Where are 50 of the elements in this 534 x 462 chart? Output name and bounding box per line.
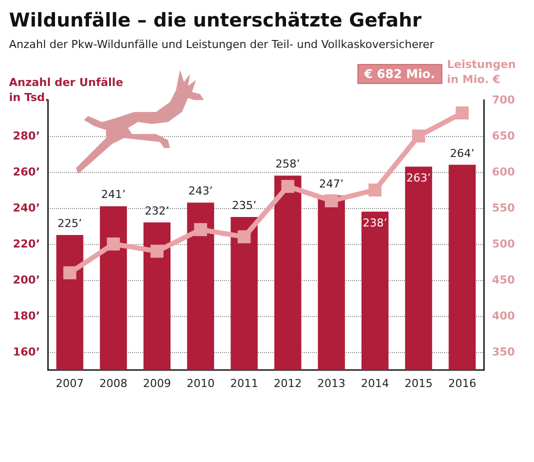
- data-label: 247’: [319, 177, 344, 190]
- y-tick-label: 160’: [12, 346, 40, 358]
- chart-subtitle: Anzahl der Pkw-Wildunfälle und Leistungen der Teil- und Vollkaskoversicherer: [9, 38, 435, 51]
- data-label: 238’: [362, 216, 388, 230]
- x-tick-label: 2010: [186, 377, 215, 390]
- data-label: 235’: [232, 199, 256, 212]
- y-tick-label: 240’: [12, 202, 40, 214]
- data-label: 243’: [188, 184, 213, 198]
- chart-title: Wildunfälle – die unterschätzte Gefahr: [9, 10, 422, 32]
- x-tick-label: 2015: [404, 377, 433, 390]
- y-tick-label: 280’: [12, 130, 40, 142]
- y2-tick-label: 500: [492, 238, 516, 250]
- point: [456, 106, 469, 120]
- x-tick-label: 2013: [317, 377, 346, 390]
- x-tick-label: 2007: [56, 377, 84, 390]
- x-tick-label: 2009: [143, 377, 171, 390]
- y2-tick-label: 700: [492, 94, 516, 106]
- y-tick-label: 200’: [12, 274, 40, 286]
- data-label: 258’: [276, 158, 300, 171]
- point: [63, 266, 76, 280]
- y2-tick-label: 350: [492, 346, 516, 358]
- point: [238, 230, 251, 244]
- y2-tick-label: 450: [492, 274, 516, 286]
- y-axis-title: Anzahl der Unfälle in Tsd.: [9, 76, 127, 104]
- x-tick-label: 2008: [99, 377, 128, 390]
- point: [150, 244, 164, 258]
- point: [106, 238, 120, 250]
- x-tick-label: 2012: [274, 377, 302, 390]
- x-tick-label: 2011: [230, 377, 258, 390]
- data-label: 264’: [450, 146, 474, 160]
- point: [194, 223, 208, 236]
- point: [281, 180, 294, 193]
- y2-tick-label: 400: [492, 310, 516, 322]
- text: € 682 Mio.: [363, 67, 436, 81]
- y2-tick-label: 600: [492, 166, 516, 178]
- y-tick-label: 260’: [12, 166, 40, 178]
- data-label: 241’: [101, 188, 126, 202]
- point: [412, 130, 426, 142]
- data-label: 225’: [58, 217, 82, 230]
- y2-axis-title: Leistungen in Mio. €: [447, 58, 520, 86]
- y2-tick-label: 550: [492, 202, 516, 214]
- x-tick-label: 2016: [448, 377, 476, 390]
- point: [324, 194, 338, 208]
- point: [368, 184, 382, 196]
- y-tick-label: 180’: [12, 310, 40, 322]
- y2-tick-label: 650: [492, 130, 516, 142]
- data-label: 263’: [406, 172, 431, 185]
- y-tick-label: 220’: [12, 238, 40, 250]
- data-label: 232’: [144, 204, 170, 218]
- x-tick-label: 2014: [361, 377, 389, 390]
